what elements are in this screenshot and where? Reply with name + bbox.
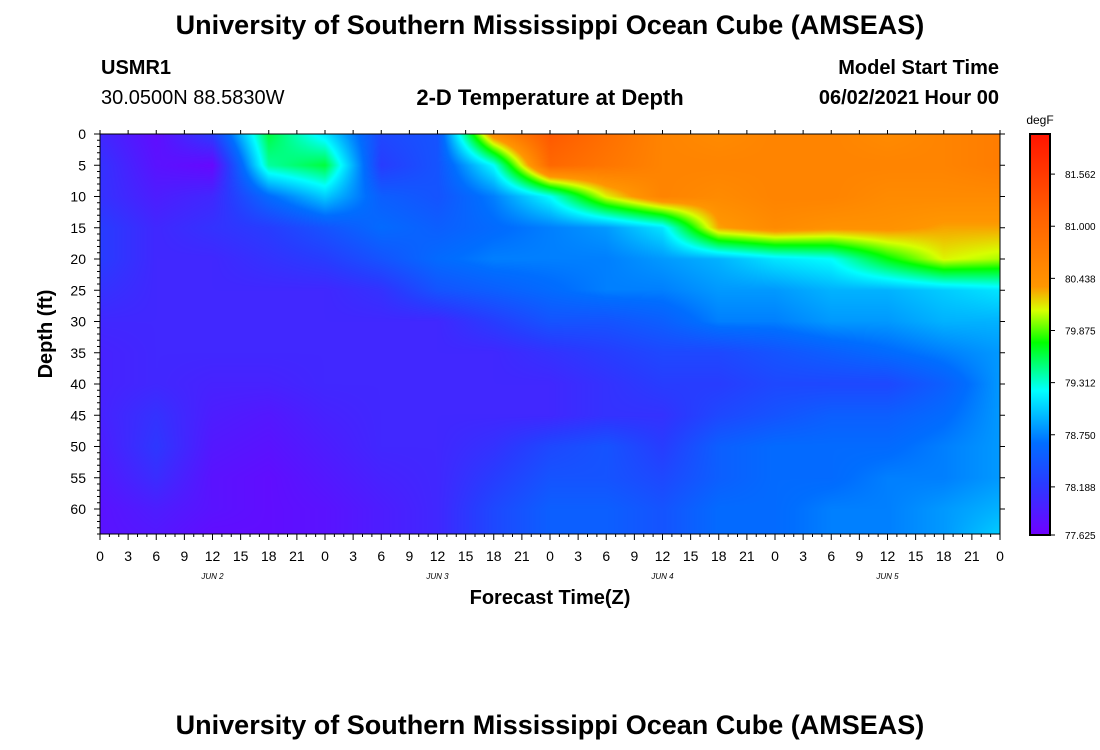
x-tick-label: 9 <box>630 548 638 564</box>
x-tick-label: 6 <box>152 548 160 564</box>
colorbar-tick-label: 79.875 <box>1065 326 1096 337</box>
x-tick-label: 6 <box>827 548 835 564</box>
x-tick-label: 9 <box>180 548 188 564</box>
x-tick-label: 6 <box>377 548 385 564</box>
colorbar-tick-label: 78.188 <box>1065 483 1096 494</box>
date-label: JUN 5 <box>875 572 899 581</box>
y-tick-label: 15 <box>70 220 86 236</box>
x-tick-label: 21 <box>964 548 980 564</box>
x-tick-label: 15 <box>683 548 699 564</box>
y-axis: 0 5 10 15 20 25 30 35 40 45 50 55 60 <box>70 126 1005 535</box>
product-title: 2-D Temperature at Depth <box>416 85 684 110</box>
colorbar-tick-label: 79.312 <box>1065 379 1096 390</box>
date-label: JUN 2 <box>200 572 224 581</box>
x-tick-label: 18 <box>261 548 277 564</box>
x-tick-label: 21 <box>289 548 305 564</box>
y-tick-label: 35 <box>70 345 86 361</box>
x-tick-label: 3 <box>574 548 582 564</box>
x-tick-label: 3 <box>349 548 357 564</box>
y-tick-label: 0 <box>78 126 86 142</box>
x-tick-label: 9 <box>855 548 863 564</box>
colorbar-unit: degF <box>1026 113 1053 127</box>
y-tick-label: 45 <box>70 407 86 423</box>
x-axis: 0 3 6 9 12 15 18 21 0 3 6 9 12 15 18 21 0 3 6 9 12 15 18 21 0 3 6 9… <box>96 130 1004 581</box>
y-tick-label: 20 <box>70 251 86 267</box>
colorbar-tick-label: 80.438 <box>1065 274 1096 285</box>
x-tick-label: 12 <box>880 548 896 564</box>
y-tick-label: 55 <box>70 470 86 486</box>
x-axis-label: Forecast Time(Z) <box>470 587 631 609</box>
x-tick-label: 0 <box>771 548 779 564</box>
x-tick-label: 15 <box>233 548 249 564</box>
station-coords: 30.0500N 88.5830W <box>101 87 285 109</box>
x-tick-label: 18 <box>486 548 502 564</box>
colorbar-tick-label: 81.562 <box>1065 170 1096 181</box>
x-tick-label: 18 <box>936 548 952 564</box>
x-tick-label: 12 <box>430 548 446 564</box>
station-id: USMR1 <box>101 57 172 79</box>
x-tick-label: 21 <box>514 548 530 564</box>
x-tick-label: 18 <box>711 548 727 564</box>
footer-title: University of Southern Mississippi Ocean… <box>175 710 925 740</box>
x-tick-label: 0 <box>546 548 554 564</box>
x-tick-label: 3 <box>124 548 132 564</box>
date-label: JUN 3 <box>425 572 449 581</box>
x-tick-label: 12 <box>205 548 221 564</box>
y-tick-label: 10 <box>70 189 86 205</box>
x-tick-label: 0 <box>321 548 329 564</box>
colorbar-gradient <box>1029 133 1051 536</box>
x-tick-label: 15 <box>458 548 474 564</box>
colorbar: degF 81.562 81.000 80.438 79.875 79.312 78.750… <box>1026 113 1096 542</box>
colorbar-tick-label: 81.000 <box>1065 222 1096 233</box>
x-tick-label: 12 <box>655 548 671 564</box>
x-tick-label: 21 <box>739 548 755 564</box>
x-tick-label: 0 <box>96 548 104 564</box>
model-start-label: Model Start Time <box>838 57 999 79</box>
x-tick-label: 15 <box>908 548 924 564</box>
x-tick-label: 9 <box>405 548 413 564</box>
y-tick-label: 50 <box>70 439 86 455</box>
y-tick-label: 30 <box>70 314 86 330</box>
x-tick-label: 3 <box>799 548 807 564</box>
colorbar-tick-label: 78.750 <box>1065 431 1096 442</box>
y-tick-label: 25 <box>70 282 86 298</box>
x-tick-label: 0 <box>996 548 1004 564</box>
y-tick-label: 40 <box>70 376 86 392</box>
model-start-value: 06/02/2021 Hour 00 <box>818 87 999 109</box>
page-title: University of Southern Mississippi Ocean… <box>175 10 925 40</box>
colorbar-tick-label: 77.625 <box>1065 531 1096 542</box>
date-label: JUN 4 <box>650 572 674 581</box>
heatmap-area <box>100 134 1000 534</box>
x-tick-label: 6 <box>602 548 610 564</box>
y-tick-label: 60 <box>70 501 86 517</box>
y-axis-label: Depth (ft) <box>35 290 57 379</box>
y-tick-label: 5 <box>78 157 86 173</box>
